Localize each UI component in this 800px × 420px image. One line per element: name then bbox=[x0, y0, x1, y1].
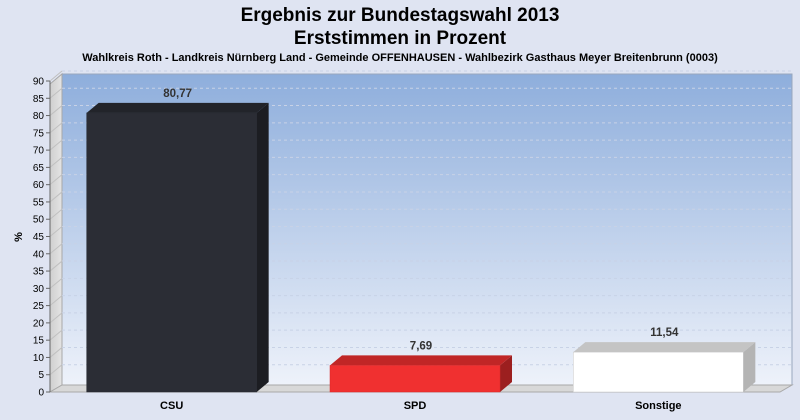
x-tick-label: CSU bbox=[160, 400, 183, 412]
grid-line-side bbox=[49, 329, 63, 341]
y-tick-label: 50 bbox=[33, 215, 45, 226]
bar-top bbox=[573, 342, 756, 353]
y-tick-label: 5 bbox=[38, 370, 44, 381]
grid-line-side bbox=[49, 243, 63, 255]
bar-top bbox=[330, 355, 512, 366]
y-tick-label: 60 bbox=[33, 180, 45, 191]
grid-line-side bbox=[49, 295, 63, 306]
y-tick-label: 75 bbox=[33, 128, 45, 139]
x-tick-label: SPD bbox=[404, 400, 427, 412]
grid-line-side bbox=[49, 260, 63, 272]
y-tick-label: 0 bbox=[38, 388, 44, 399]
grid-line-side bbox=[49, 122, 63, 134]
chart-title-line1: Ergebnis zur Bundestagswahl 2013 bbox=[240, 5, 560, 26]
chart-description: Wahlkreis Roth - Landkreis Nürnberg Land… bbox=[82, 52, 718, 64]
bar-sonstige bbox=[573, 351, 744, 393]
grid-line-side bbox=[49, 191, 63, 203]
grid-line-side bbox=[49, 70, 63, 82]
chart-title-line2: Erststimmen in Prozent bbox=[293, 28, 507, 49]
y-tick-label: 85 bbox=[33, 94, 45, 105]
y-tick-label: 80 bbox=[33, 111, 45, 122]
grid-line-side bbox=[49, 277, 63, 289]
value-label: 7,69 bbox=[410, 340, 432, 352]
grid-line-side bbox=[49, 87, 63, 99]
y-tick-label: 70 bbox=[33, 146, 45, 157]
y-tick-label: 90 bbox=[33, 77, 45, 88]
bar-csu bbox=[86, 112, 257, 393]
side-wall bbox=[49, 72, 63, 393]
y-tick-label: 65 bbox=[33, 163, 45, 174]
x-tick-label: Sonstige bbox=[635, 400, 681, 412]
y-tick-label: 15 bbox=[33, 336, 45, 347]
y-tick-label: 20 bbox=[33, 318, 45, 329]
bar-side bbox=[256, 102, 269, 392]
y-tick-label: 45 bbox=[33, 232, 45, 243]
grid-line-side bbox=[49, 174, 63, 186]
y-tick-label: 35 bbox=[33, 267, 45, 278]
y-tick-label: 30 bbox=[33, 284, 45, 295]
y-axis-label: % bbox=[13, 232, 25, 242]
grid-line-side bbox=[49, 139, 63, 151]
y-tick-label: 25 bbox=[33, 301, 45, 312]
bar-side bbox=[743, 342, 756, 392]
y-tick-label: 55 bbox=[33, 197, 45, 208]
chart-title: Ergebnis zur Bundestagswahl 2013 Erststi… bbox=[0, 4, 800, 50]
grid-line-side bbox=[49, 347, 63, 358]
y-tick-label: 10 bbox=[33, 353, 45, 364]
grid-line-side bbox=[49, 105, 63, 116]
grid-line-side bbox=[49, 208, 63, 220]
bar-spd bbox=[329, 365, 501, 393]
grid-line-side bbox=[49, 364, 63, 376]
grid-line-side bbox=[49, 226, 63, 237]
value-label: 11,54 bbox=[650, 327, 679, 339]
grid-line-side bbox=[49, 312, 63, 324]
bar-side bbox=[500, 355, 512, 392]
y-tick-label: 40 bbox=[33, 249, 45, 260]
bar-top bbox=[86, 102, 269, 113]
grid-line-side bbox=[49, 157, 63, 168]
value-label: 80,77 bbox=[163, 88, 192, 100]
